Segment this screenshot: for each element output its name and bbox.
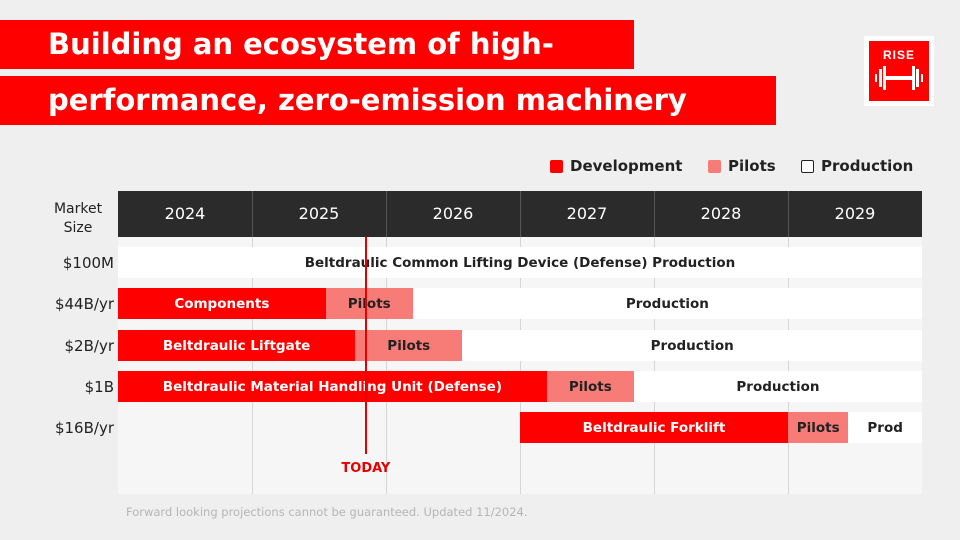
grid-line bbox=[788, 237, 789, 494]
gantt-bar-label: Production bbox=[736, 378, 820, 395]
year-divider bbox=[788, 191, 789, 237]
legend-production-swatch bbox=[801, 159, 814, 173]
gantt-bar-label: Beltdraulic Forklift bbox=[582, 419, 726, 436]
gantt-bar-label: Production bbox=[650, 337, 734, 354]
gantt-bar-label: Components bbox=[174, 295, 270, 312]
gantt-bar-label: Pilots bbox=[568, 378, 612, 395]
grid-line bbox=[386, 237, 387, 494]
footnote: Forward looking projections cannot be gu… bbox=[126, 505, 528, 519]
year-header-bar: 2024 2025 2026 2027 2028 2029 bbox=[118, 191, 922, 237]
gantt-bar-label: Prod bbox=[867, 419, 903, 436]
today-marker-line bbox=[364, 237, 367, 454]
year-label-2029: 2029 bbox=[834, 204, 876, 223]
row-market-size-label: $44B/yr bbox=[54, 295, 114, 313]
grid-line bbox=[654, 237, 655, 494]
gantt-bar-pilots: Pilots bbox=[788, 412, 849, 443]
gantt-bar-production: Production bbox=[412, 288, 922, 319]
gantt-bar-label: Beltdraulic Common Lifting Device (Defen… bbox=[304, 254, 736, 271]
market-size-header-line-1: Market bbox=[53, 201, 103, 217]
logo-background: RISE bbox=[869, 41, 929, 101]
legend-production: Production bbox=[801, 156, 913, 176]
year-label-2026: 2026 bbox=[432, 204, 474, 223]
legend-development-label: Development bbox=[570, 157, 683, 175]
year-label-2025: 2025 bbox=[298, 204, 340, 223]
row-market-size-label: $1B bbox=[84, 378, 114, 396]
legend-pilots: Pilots bbox=[708, 156, 776, 176]
grid-line bbox=[520, 237, 521, 494]
year-divider bbox=[386, 191, 387, 237]
gantt-bar-label: Pilots bbox=[796, 419, 840, 436]
legend-development-swatch bbox=[550, 159, 563, 173]
page-title-line-2: performance, zero-emission machinery bbox=[0, 76, 776, 125]
year-divider bbox=[654, 191, 655, 237]
row-market-size-label: $100M bbox=[62, 254, 114, 272]
gantt-bar-production: Production bbox=[462, 330, 922, 361]
gantt-bar-label: Beltdraulic Material Handling Unit (Defe… bbox=[162, 378, 502, 395]
gantt-bar-pilots: Pilots bbox=[325, 288, 413, 319]
today-label: TODAY bbox=[341, 461, 391, 476]
market-size-header-line-2: Size bbox=[63, 220, 93, 236]
grid-line bbox=[252, 237, 253, 494]
year-label-2027: 2027 bbox=[566, 204, 608, 223]
year-label-2028: 2028 bbox=[700, 204, 742, 223]
year-divider bbox=[252, 191, 253, 237]
gantt-bar-production: Prod bbox=[848, 412, 922, 443]
gantt-bar-development: Beltdraulic Forklift bbox=[520, 412, 788, 443]
gantt-bar-development: Components bbox=[118, 288, 326, 319]
legend-production-label: Production bbox=[821, 157, 914, 175]
row-market-size-label: $2B/yr bbox=[64, 337, 114, 355]
year-label-2024: 2024 bbox=[164, 204, 206, 223]
logo-text: RISE bbox=[882, 48, 915, 62]
row-market-size-label: $16B/yr bbox=[54, 419, 114, 437]
legend-development: Development bbox=[550, 156, 682, 176]
gantt-bar-label: Pilots bbox=[347, 295, 391, 312]
rise-logo: RISE bbox=[864, 36, 934, 106]
gantt-bar-label: Beltdraulic Liftgate bbox=[162, 337, 311, 354]
year-divider bbox=[520, 191, 521, 237]
legend-pilots-swatch bbox=[708, 159, 721, 173]
gantt-bar-pilots: Pilots bbox=[546, 371, 634, 402]
gantt-bar-production: Beltdraulic Common Lifting Device (Defen… bbox=[118, 247, 922, 278]
gantt-bar-pilots: Pilots bbox=[355, 330, 463, 361]
legend-pilots-label: Pilots bbox=[728, 157, 776, 175]
barbell-icon bbox=[875, 66, 923, 90]
gantt-bar-production: Production bbox=[633, 371, 922, 402]
gantt-bar-development: Beltdraulic Material Handling Unit (Defe… bbox=[118, 371, 547, 402]
market-size-header: Market Size bbox=[38, 200, 118, 238]
gantt-bar-label: Pilots bbox=[387, 337, 431, 354]
gantt-bar-development: Beltdraulic Liftgate bbox=[118, 330, 356, 361]
gantt-bar-label: Production bbox=[625, 295, 709, 312]
page-title-line-1: Building an ecosystem of high- bbox=[0, 20, 634, 69]
